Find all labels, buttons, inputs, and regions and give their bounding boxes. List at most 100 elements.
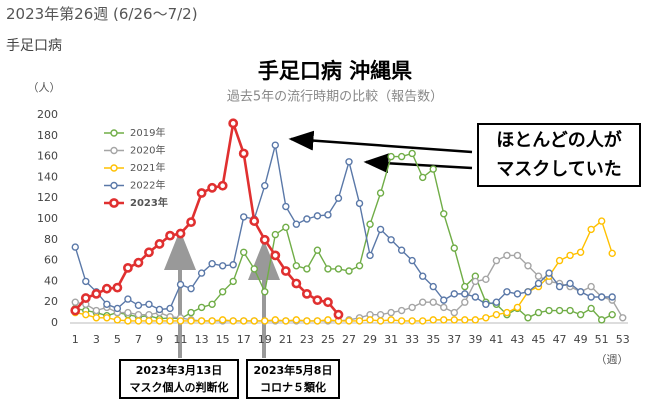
data-point [492,298,501,306]
data-point [492,310,501,319]
y-tick-label: 60 [44,254,58,267]
data-point [292,316,301,324]
x-tick-label: 29 [363,333,377,346]
series [70,118,344,320]
x-tick-label: 15 [216,333,230,346]
data-point [165,230,175,241]
page-title: 2023年第26週 (6/26〜7/2) [6,5,198,23]
data-point [229,261,237,269]
legend-label: 2019年 [130,126,165,139]
data-point [197,317,206,325]
data-point [112,282,123,293]
data-point [123,262,133,273]
data-point [154,239,165,249]
series [71,141,616,314]
data-point [113,304,122,313]
data-point [355,199,364,208]
data-point [197,303,206,312]
data-point [124,317,132,325]
data-point [92,306,101,315]
y-tick-label: 40 [44,274,58,287]
x-tick-label: 43 [510,333,524,346]
x-tick-label: 1 [72,333,79,346]
data-point [587,282,595,291]
data-point [482,300,490,308]
data-point [282,202,290,211]
data-point [534,279,543,288]
data-point [187,308,195,317]
series-line [75,219,613,322]
data-point [240,317,248,325]
data-point [208,300,216,308]
data-point [229,317,237,325]
legend-label: 2023年 [130,196,168,209]
data-point [187,284,195,293]
data-point [429,165,437,173]
data-point [450,316,458,324]
data-point [250,317,258,325]
data-point [333,309,344,320]
data-point [240,213,248,221]
data-point [166,317,174,325]
x-tick-label: 13 [195,333,209,346]
arrow [288,130,473,154]
data-point [91,288,102,299]
data-point [187,317,195,325]
data-point [387,152,395,161]
data-point [513,290,522,298]
data-point [313,246,322,254]
annotation: コロナ５類化 [260,380,326,394]
x-tick-label: 11 [174,333,188,346]
annotation-box [119,359,239,399]
data-point [323,297,333,308]
data-point [608,293,616,301]
data-point [280,266,291,276]
data-point [461,298,469,306]
data-point [70,305,81,316]
data-point [397,152,406,161]
y-tick-label: 80 [44,233,58,246]
data-point [345,317,353,325]
x-tick-label: 5 [114,333,121,346]
data-point [176,280,185,289]
data-point [124,295,132,303]
data-point [261,288,269,296]
data-point [312,295,323,306]
data-point [103,300,111,308]
data-point [471,293,480,301]
data-point [534,308,543,317]
data-point [196,188,207,198]
data-point [492,256,501,265]
data-point [324,211,332,219]
data-point [566,306,574,315]
data-point [608,249,616,258]
data-point [144,247,154,258]
data-point [217,180,228,191]
data-point [218,316,227,324]
data-point [408,256,416,265]
x-tick-label: 37 [447,333,461,346]
data-point [418,173,427,182]
data-point [513,251,522,260]
data-point [133,257,144,268]
annotation: ほとんどの人が [496,129,621,151]
x-tick-label: 49 [574,333,588,346]
data-point [345,158,353,166]
x-axis-label: （週） [596,353,629,366]
data-point [366,316,374,324]
data-point [597,316,606,324]
data-point [92,314,101,322]
data-point [461,282,469,291]
data-point [197,269,206,277]
data-point [566,279,574,288]
annotation: 2023年5月8日 [254,363,333,377]
x-tick-label: 35 [426,333,440,346]
data-point [418,317,427,325]
data-point [566,251,574,260]
data-point [418,272,427,280]
data-point [587,225,595,234]
legend-marker [109,198,119,208]
legend-marker [110,164,118,172]
data-point [408,317,416,325]
